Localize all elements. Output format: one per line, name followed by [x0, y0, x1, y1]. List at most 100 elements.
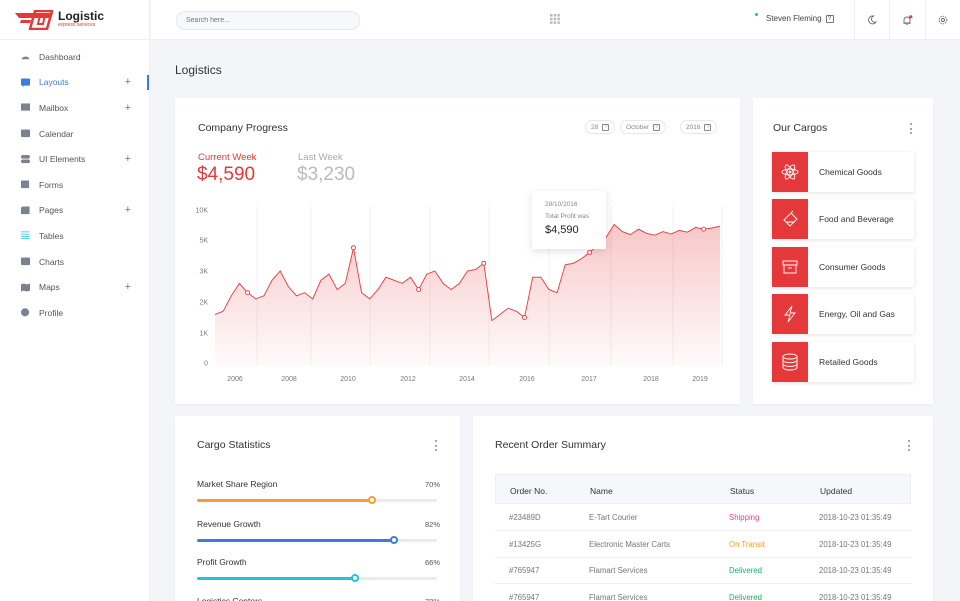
order-name: Flamart Services	[589, 566, 648, 575]
sidebar-nav: Dashboard Layouts + Mailbox + Calendar UI Elem…	[0, 40, 149, 326]
orders-table-header: Order No. Name Status Updated	[495, 474, 911, 504]
cargo-icon-box	[772, 199, 808, 239]
order-updated: 2018-10-23 01:35:49	[819, 592, 892, 601]
table-row[interactable]: #765947 Flamart Services Delivered 2018-10-…	[495, 584, 911, 601]
order-no: #13425G	[509, 539, 542, 549]
box-icon	[782, 260, 798, 274]
cargo-item-energy-oil-and-gas[interactable]: Energy, Oil and Gas	[772, 294, 914, 334]
database-icon	[782, 353, 798, 371]
order-status: On Transit	[729, 539, 765, 549]
cargo-icon-box	[772, 294, 808, 334]
expand-plus-icon[interactable]: +	[124, 281, 131, 294]
sidebar-item-label: Mailbox	[39, 102, 69, 113]
cargo-label: Retailed Goods	[819, 357, 878, 367]
sidebar-item-label: Profile	[39, 307, 64, 318]
orders-menu-icon[interactable]	[908, 440, 911, 451]
cargo-icon-box	[772, 152, 808, 192]
month-filter[interactable]: October?	[620, 120, 667, 134]
cargo-item-consumer-goods[interactable]: Consumer Goods	[772, 247, 914, 287]
maps-icon	[21, 283, 30, 292]
recent-orders-title: Recent Order Summary	[495, 439, 606, 451]
table-row[interactable]: #13425G Electronic Master Carts On Transit…	[495, 531, 911, 558]
sidebar-item-ui-elements[interactable]: UI Elements +	[0, 146, 149, 172]
dashboard-icon	[21, 56, 30, 60]
gear-icon	[938, 15, 948, 25]
expand-plus-icon[interactable]: +	[124, 153, 131, 166]
user-menu[interactable]: Steven Fleming ?	[755, 13, 834, 23]
stat-label: Logistics Centers	[197, 596, 263, 601]
sidebar-item-profile[interactable]: Profile	[0, 300, 149, 326]
cargo-label: Food and Beverage	[819, 214, 894, 224]
page-title: Logistics	[175, 63, 222, 77]
sidebar-item-tables[interactable]: Tables	[0, 223, 149, 249]
expand-plus-icon[interactable]: +	[124, 76, 131, 89]
table-row[interactable]: #23489D E-Tart Courier Shipping 2018-10-23 …	[495, 504, 911, 531]
data-point	[701, 226, 707, 232]
sidebar-item-dashboard[interactable]: Dashboard	[0, 44, 149, 70]
stat-slider-handle[interactable]	[368, 496, 377, 504]
moon-icon	[868, 15, 877, 25]
stat-percent: 70%	[424, 480, 440, 489]
data-point	[481, 260, 487, 266]
sidebar-item-charts[interactable]: Charts	[0, 249, 149, 275]
order-name: E-Tart Courier	[589, 513, 638, 522]
cargo-icon-box	[772, 247, 808, 287]
apps-grid-icon[interactable]	[550, 14, 560, 24]
stats-menu-icon[interactable]	[435, 440, 438, 451]
dark-mode-button[interactable]	[854, 0, 889, 40]
pages-icon	[21, 206, 30, 214]
year-filter-label: 2016	[686, 123, 701, 131]
cargo-item-food-and-beverage[interactable]: Food and Beverage	[772, 199, 914, 239]
settings-button[interactable]	[925, 0, 960, 40]
sidebar-item-maps[interactable]: Maps +	[0, 274, 149, 300]
search-input[interactable]	[176, 11, 360, 30]
chart-area-fill	[215, 224, 720, 366]
stat-track	[197, 574, 437, 582]
day-filter[interactable]: 28?	[585, 120, 616, 134]
current-week-value: $4,590	[197, 164, 256, 185]
x-tick-label: 2008	[281, 376, 297, 383]
chart-series-line	[214, 223, 721, 322]
forms-icon	[21, 180, 30, 189]
data-point	[351, 245, 356, 251]
order-status: Delivered	[729, 566, 762, 575]
logo[interactable]: Logistic express services	[0, 0, 149, 40]
table-row[interactable]: #765947 Flamart Services Delivered 2018-10-…	[495, 557, 911, 584]
x-tick-label: 2010	[340, 376, 356, 383]
tooltip-date: 28/10/2016	[545, 201, 578, 208]
sidebar-item-label: Layouts	[39, 77, 69, 88]
sidebar-item-mailbox[interactable]: Mailbox +	[0, 95, 149, 121]
cargo-icon-box	[772, 342, 808, 382]
sidebar-item-calendar[interactable]: Calendar	[0, 121, 149, 147]
y-tick-label: 10K	[196, 208, 209, 215]
order-updated: 2018-10-23 01:35:49	[819, 513, 892, 522]
x-tick-label: 2017	[581, 376, 597, 383]
lightning-icon	[784, 305, 796, 323]
sidebar: Logistic express services Dashboard Layou…	[0, 0, 150, 601]
cargos-menu-icon[interactable]	[910, 123, 913, 134]
notifications-button[interactable]	[889, 0, 924, 40]
header-name: Name	[590, 486, 613, 496]
last-week-value: $3,230	[297, 164, 356, 185]
cargo-label: Chemical Goods	[819, 167, 882, 177]
stat-slider-handle[interactable]	[389, 536, 398, 544]
stat-percent: 66%	[424, 558, 440, 567]
sidebar-item-forms[interactable]: Forms	[0, 172, 149, 198]
charts-icon	[21, 257, 30, 266]
stat-revenue-growth: Revenue Growth 82%	[197, 519, 440, 544]
x-tick-label: 2018	[643, 376, 659, 383]
cargo-item-retailed-goods[interactable]: Retailed Goods	[772, 342, 914, 382]
bell-icon	[903, 14, 912, 25]
sidebar-item-pages[interactable]: Pages +	[0, 198, 149, 224]
data-point	[587, 249, 593, 255]
stat-slider-handle[interactable]	[351, 574, 360, 582]
order-name: Flamart Services	[589, 592, 648, 601]
sidebar-item-layouts[interactable]: Layouts +	[0, 70, 149, 96]
stat-percent: 82%	[424, 520, 440, 529]
year-filter[interactable]: 2016?	[680, 120, 718, 134]
cargo-item-chemical-goods[interactable]: Chemical Goods	[772, 152, 914, 192]
sidebar-item-label: Tables	[39, 230, 64, 241]
expand-plus-icon[interactable]: +	[124, 204, 131, 217]
y-tick-label: 3K	[199, 269, 208, 276]
expand-plus-icon[interactable]: +	[124, 101, 131, 114]
